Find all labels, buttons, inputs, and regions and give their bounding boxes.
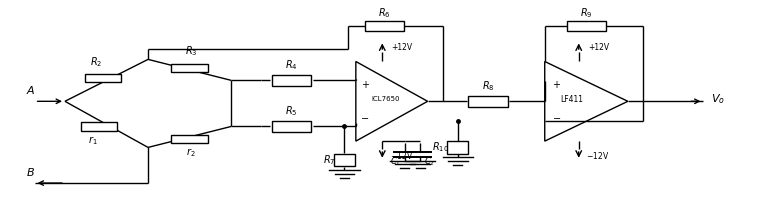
Text: $R_8$: $R_8$ — [481, 79, 494, 92]
Text: $R_2$: $R_2$ — [91, 55, 103, 69]
Text: $-$12V: $-$12V — [586, 150, 609, 161]
Text: $C_1$: $C_1$ — [390, 156, 401, 168]
Bar — [365, 21, 404, 31]
Text: $R_4$: $R_4$ — [285, 58, 298, 72]
Text: $-$12V: $-$12V — [390, 150, 413, 161]
Text: $R_9$: $R_9$ — [580, 6, 593, 20]
Text: $R_{10}$: $R_{10}$ — [431, 141, 449, 154]
Bar — [334, 153, 355, 166]
Text: $V_o$: $V_o$ — [711, 92, 725, 106]
Bar — [447, 141, 469, 154]
Text: LF411: LF411 — [560, 95, 583, 104]
Text: +12V: +12V — [391, 43, 413, 52]
Text: +: + — [361, 80, 369, 90]
Bar — [567, 21, 606, 31]
Text: $-$: $-$ — [552, 112, 561, 122]
Text: ICL7650: ICL7650 — [371, 96, 400, 102]
Bar — [172, 135, 207, 143]
Text: $r_1$: $r_1$ — [88, 134, 98, 147]
Text: $R_7$: $R_7$ — [323, 153, 335, 167]
Text: $R_6$: $R_6$ — [378, 6, 391, 20]
Text: $r_2$: $r_2$ — [186, 146, 196, 159]
Text: $R_5$: $R_5$ — [285, 104, 298, 118]
Text: $R_3$: $R_3$ — [185, 45, 198, 58]
Bar — [172, 64, 207, 72]
Text: $-$: $-$ — [360, 112, 369, 122]
Text: $B$: $B$ — [26, 166, 36, 178]
Bar — [272, 75, 311, 86]
Text: +12V: +12V — [587, 43, 609, 52]
Text: +: + — [552, 80, 560, 90]
Bar — [272, 121, 311, 132]
Bar — [469, 96, 508, 107]
Bar — [85, 74, 121, 83]
Text: $A$: $A$ — [26, 84, 36, 96]
Text: $C_2$: $C_2$ — [424, 156, 435, 168]
Bar — [81, 122, 117, 131]
